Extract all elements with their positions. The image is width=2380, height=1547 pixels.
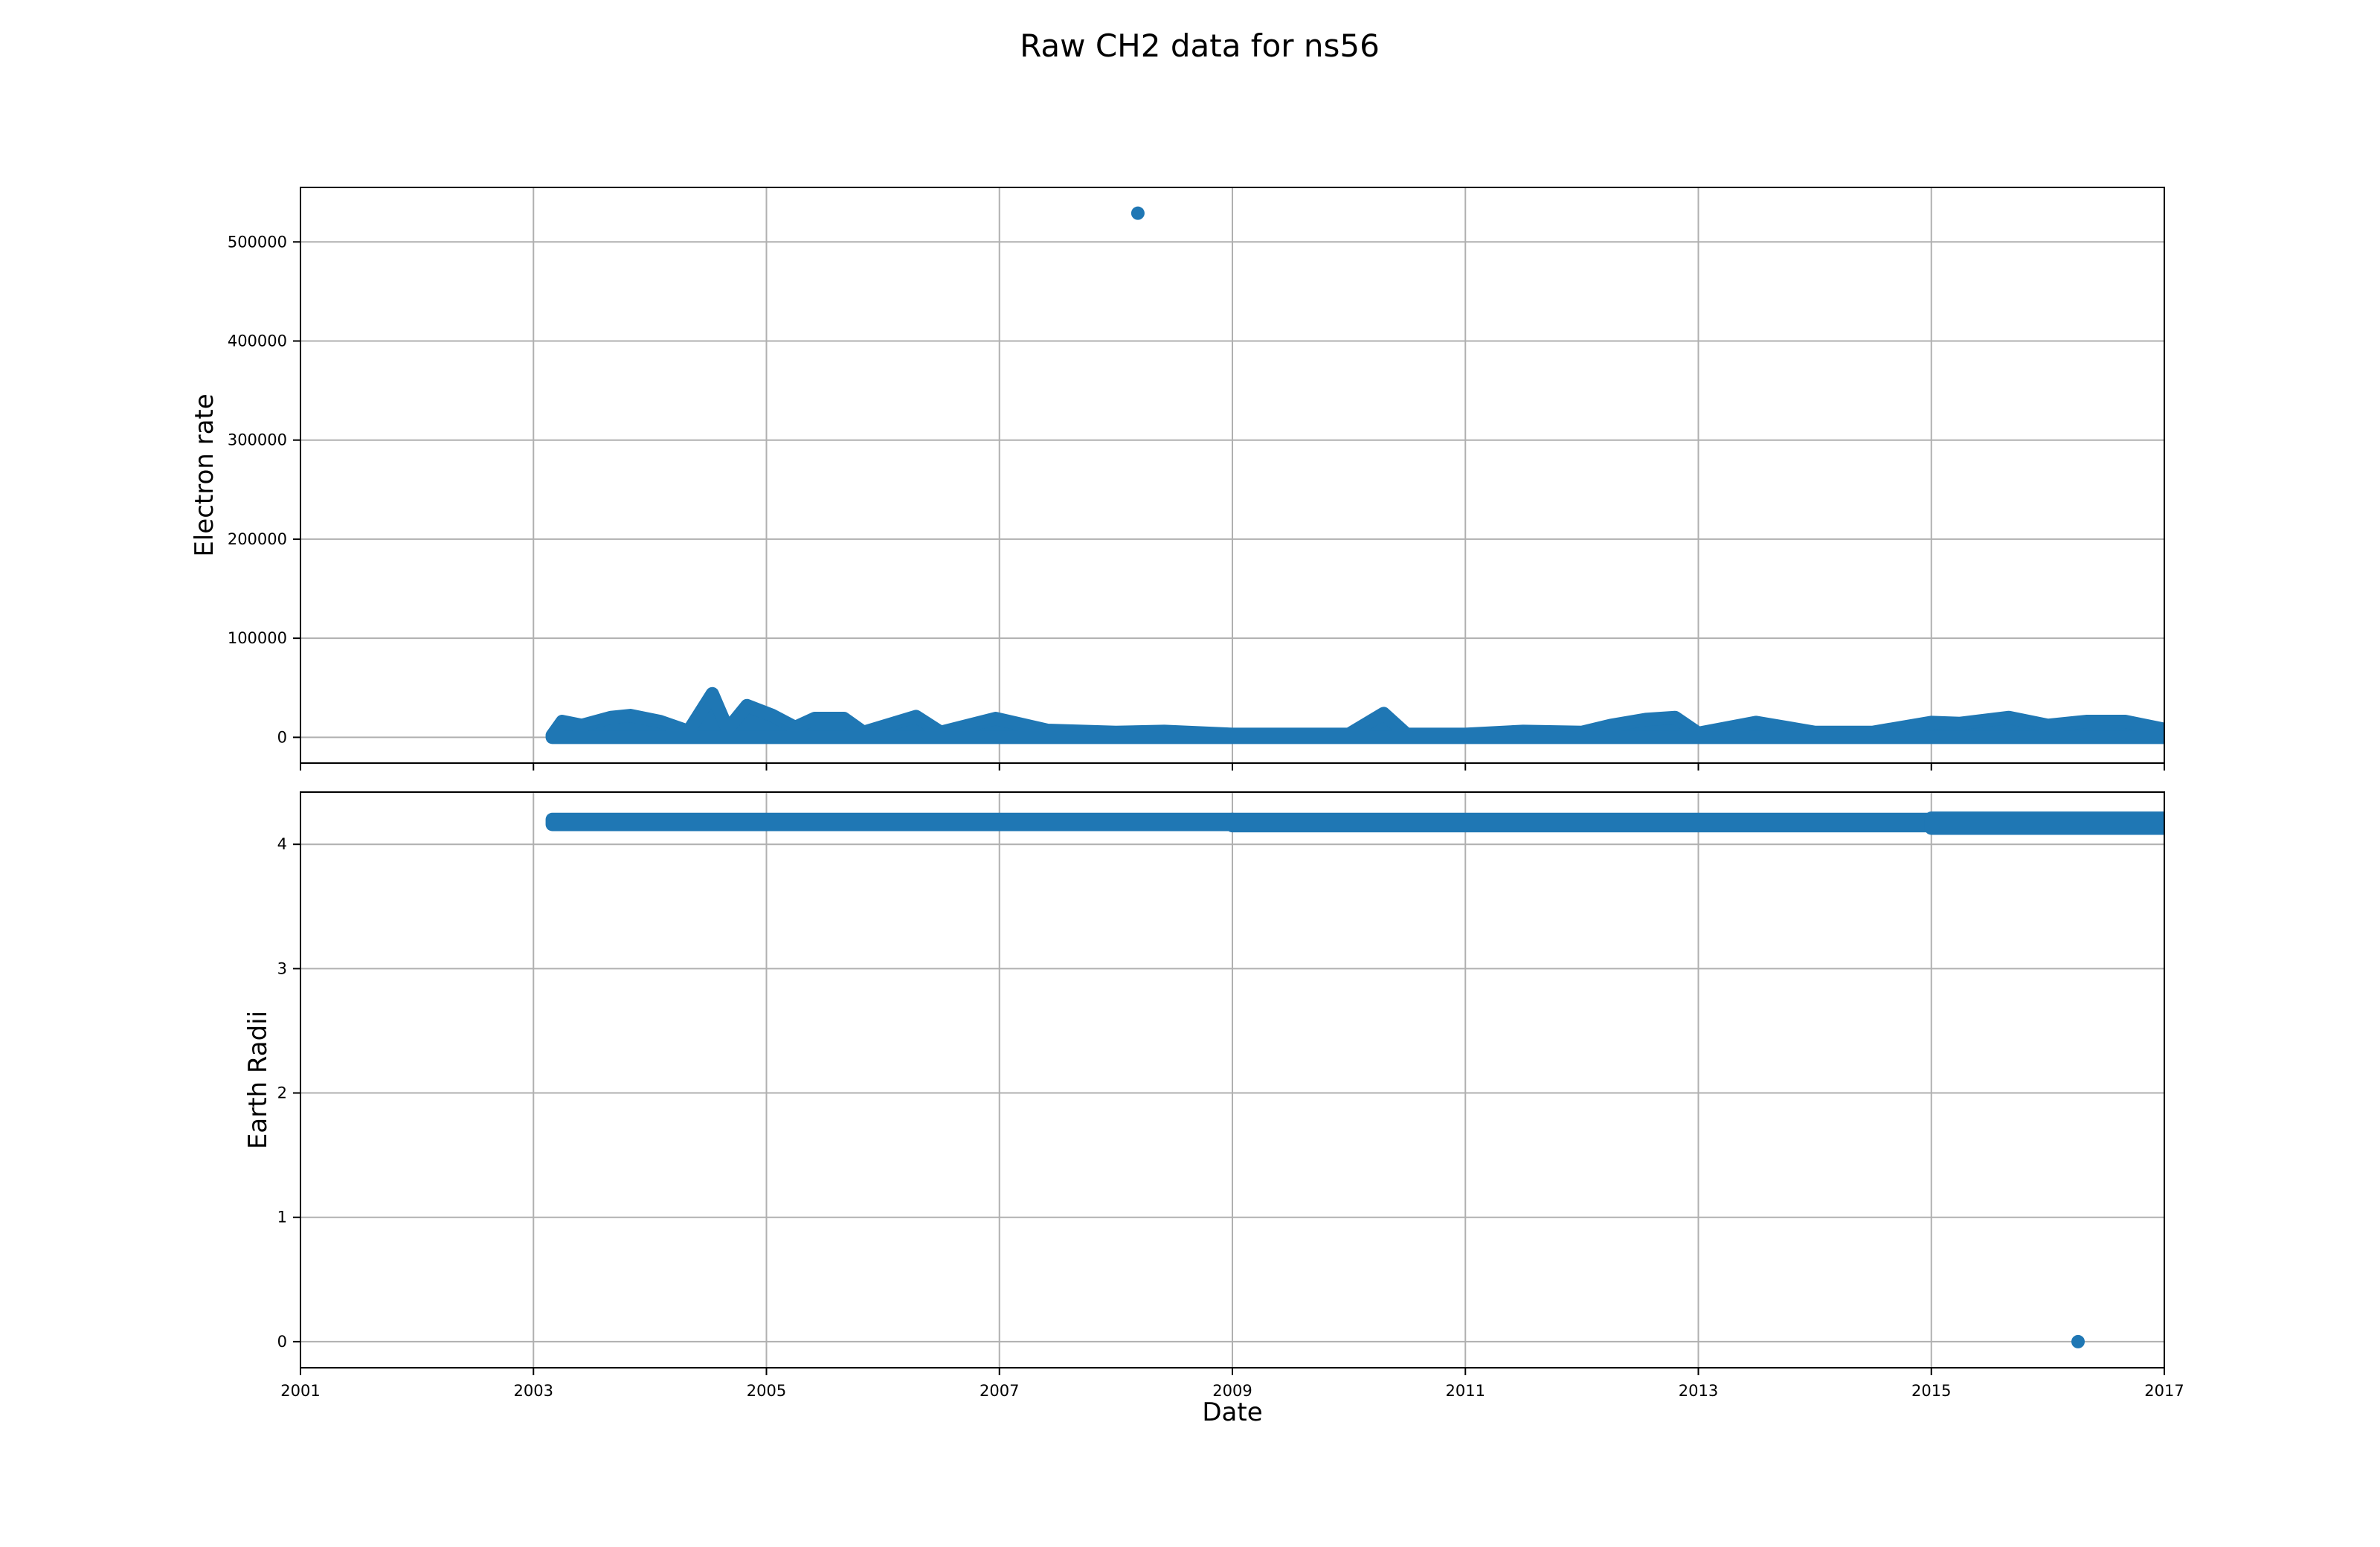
x-tick-label: 2017 — [2144, 1382, 2184, 1400]
bottom-y-axis-label: Earth Radii — [243, 1011, 273, 1149]
x-tick-label: 2001 — [280, 1382, 320, 1400]
bottom-series-band — [545, 811, 2164, 835]
bottom-series-band-segment — [1226, 812, 1938, 833]
x-tick-label: 2005 — [747, 1382, 786, 1400]
bottom-series — [545, 811, 2164, 1348]
bottom-ticks: 2001 2003 2005 2007 2009 2011 2013 2015 2017 0 1 2 3… — [277, 835, 2184, 1400]
top-y-axis-label: Electron rate — [190, 393, 219, 556]
x-tick-label: 2015 — [1911, 1382, 1951, 1400]
x-tick-label: 2003 — [514, 1382, 553, 1400]
bottom-y-tick-label: 2 — [277, 1084, 287, 1102]
bottom-y-tick-label: 4 — [277, 835, 287, 853]
top-grid — [300, 187, 2165, 763]
top-panel-electron-rate: 0 100000 200000 300000 400000 500000 Electron… — [190, 187, 2165, 771]
x-tick-label: 2009 — [1212, 1382, 1252, 1400]
top-y-tick-label: 200000 — [228, 530, 287, 548]
top-series-band-shape — [545, 686, 2164, 744]
bottom-panel-earth-radii: 2001 2003 2005 2007 2009 2011 2013 2015 2017 0 1 2 3… — [243, 791, 2184, 1427]
bottom-series-band-segment — [545, 812, 1239, 832]
x-tick-label: 2013 — [1679, 1382, 1718, 1400]
x-tick-label: 2011 — [1446, 1382, 1485, 1400]
bottom-series-band-segment — [1924, 811, 2164, 835]
top-y-tick-label: 500000 — [228, 233, 287, 251]
bottom-y-tick-label: 0 — [277, 1333, 287, 1351]
top-ticks: 0 100000 200000 300000 400000 500000 — [228, 233, 2165, 771]
bottom-y-tick-label: 3 — [277, 959, 287, 977]
top-y-tick-label: 300000 — [228, 431, 287, 449]
top-y-tick-label: 400000 — [228, 332, 287, 350]
x-axis-label: Date — [1202, 1398, 1262, 1427]
bottom-data-point — [2071, 1334, 2085, 1348]
chart-title: Raw CH2 data for ns56 — [1020, 28, 1380, 64]
top-series-band — [545, 686, 2164, 744]
top-y-tick-label: 0 — [277, 728, 287, 746]
x-tick-label: 2007 — [980, 1382, 1019, 1400]
bottom-y-tick-label: 1 — [277, 1209, 287, 1226]
top-y-tick-label: 100000 — [228, 629, 287, 647]
bottom-grid — [300, 792, 2165, 1368]
top-data-point — [1130, 206, 1145, 220]
top-series — [545, 206, 2164, 744]
